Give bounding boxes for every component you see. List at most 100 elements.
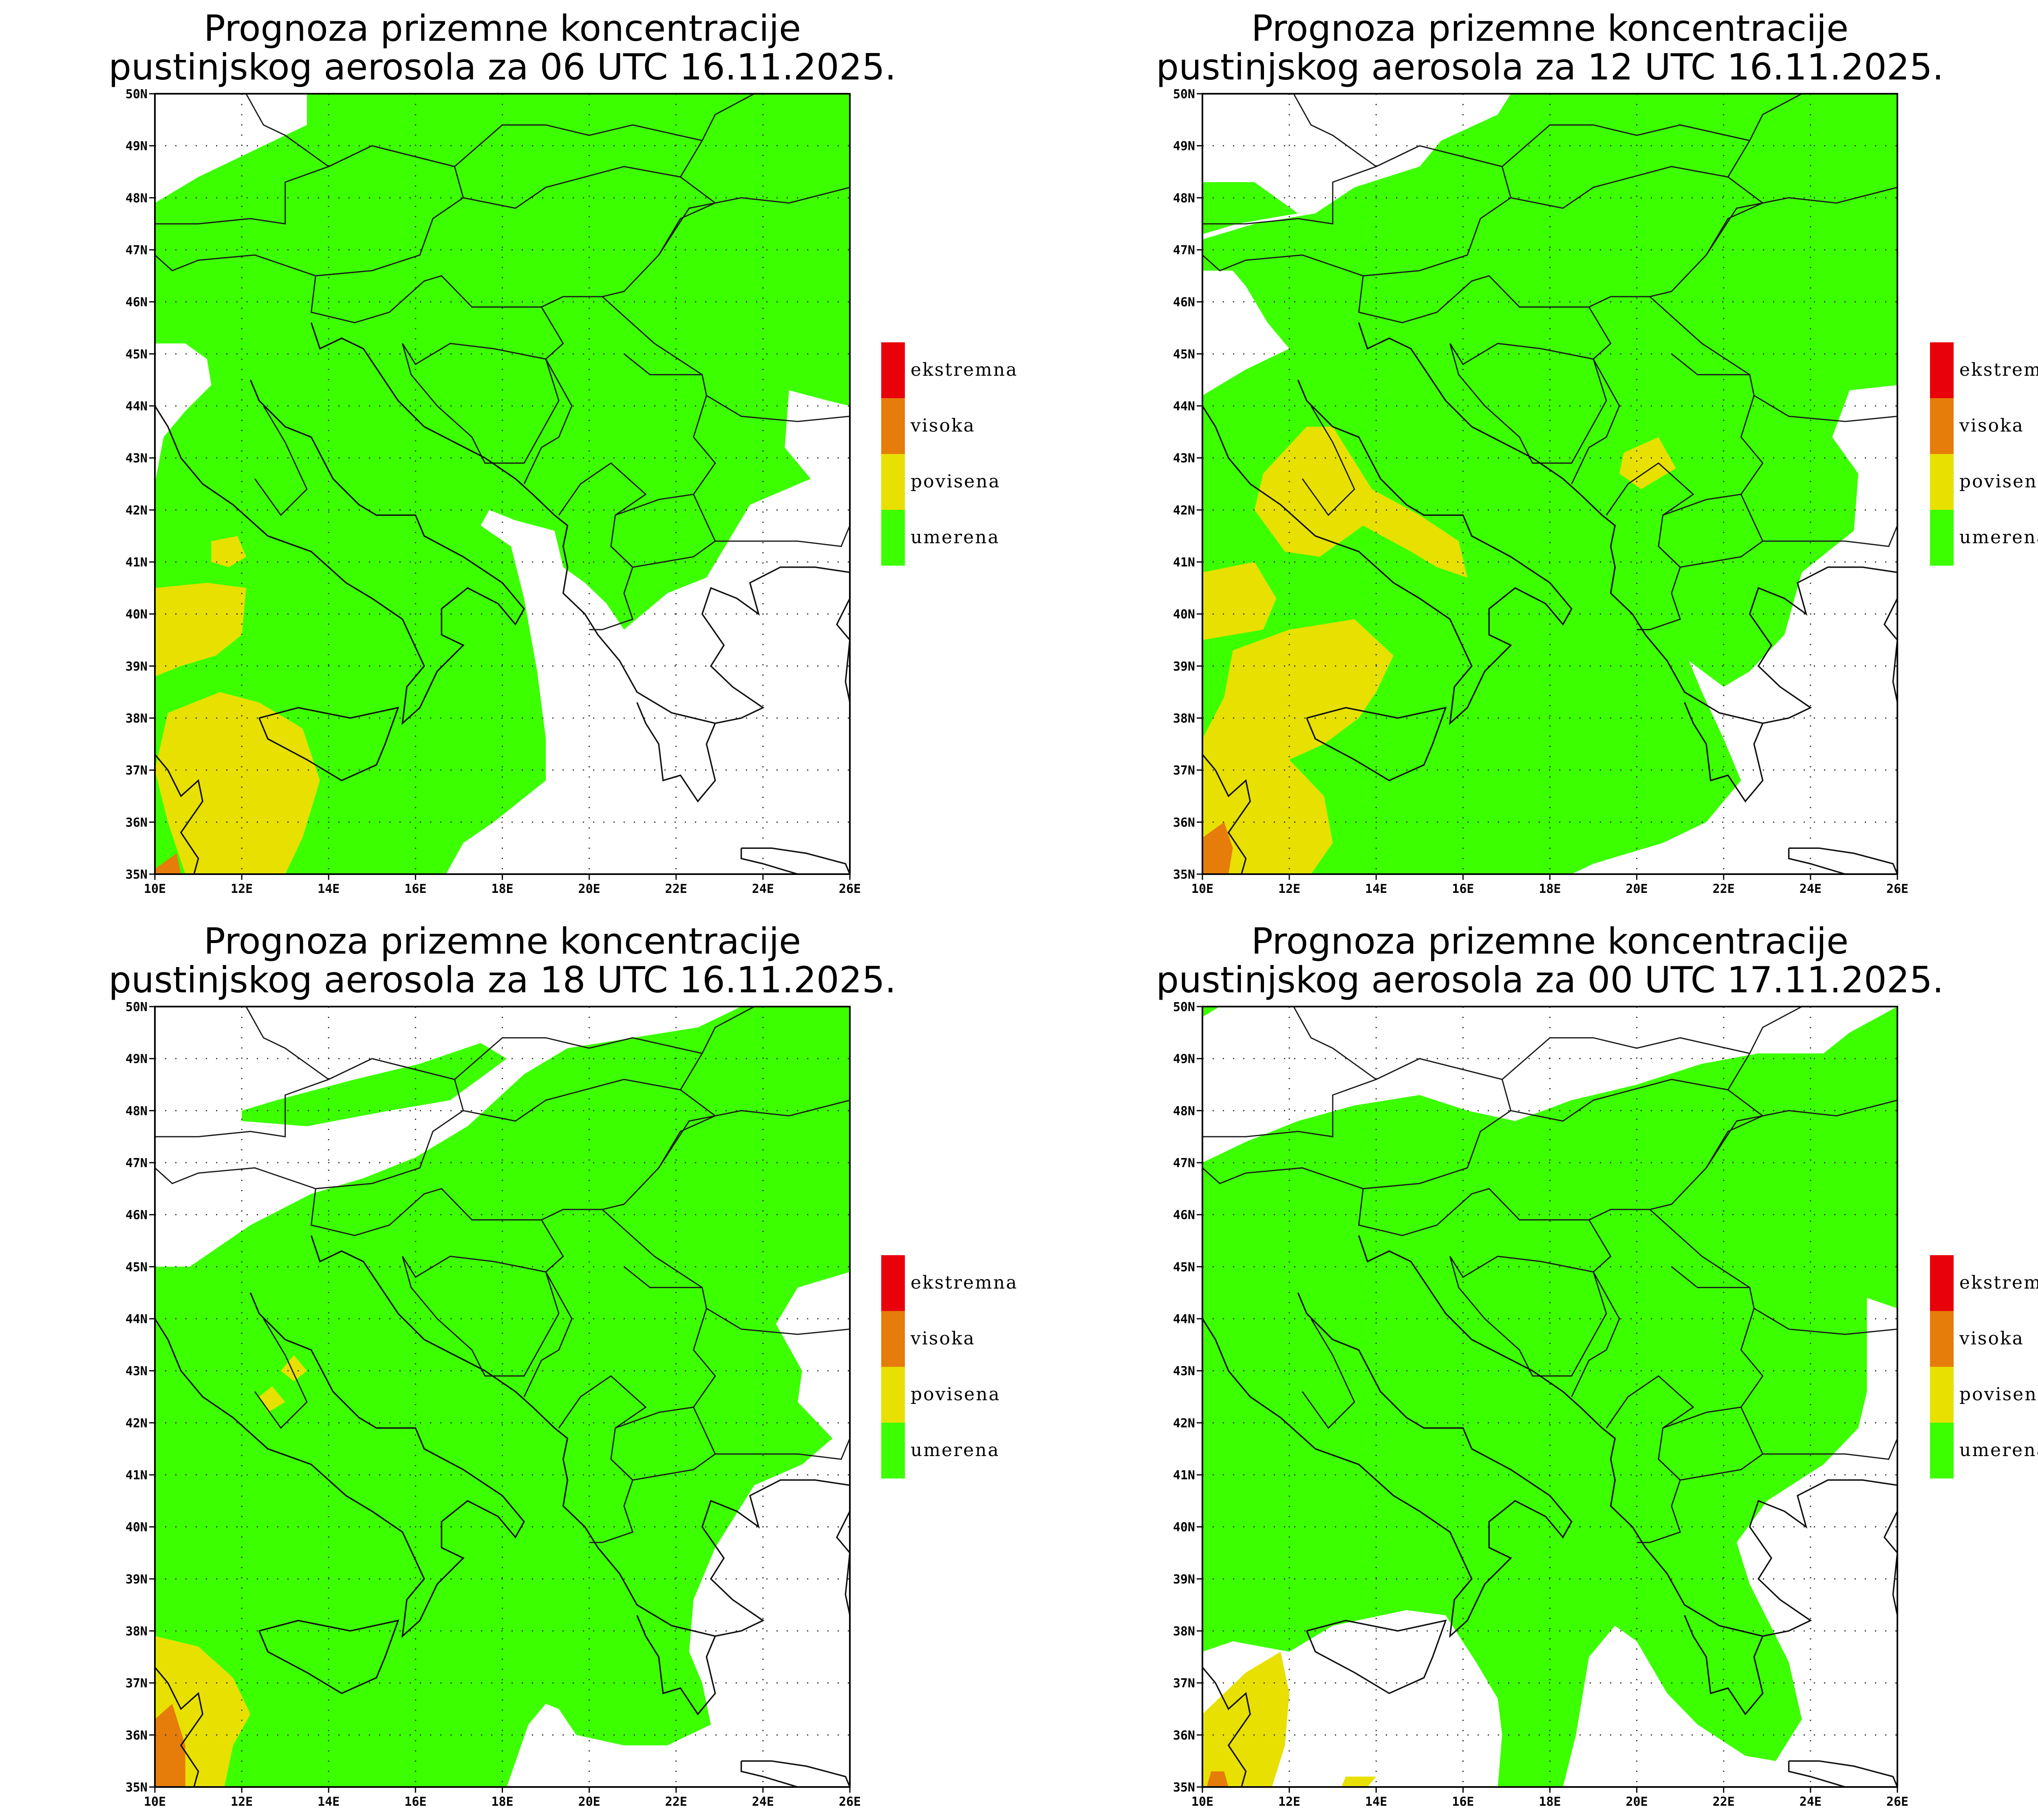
country-border <box>1753 395 1897 422</box>
country-border <box>623 1266 702 1288</box>
lat-tick-label: 36N <box>1173 1728 1195 1743</box>
legend-swatch <box>881 1367 905 1423</box>
lat-tick-label: 35N <box>1173 868 1195 882</box>
lon-tick-label: 14E <box>318 882 340 896</box>
country-border <box>245 94 329 167</box>
legend-swatch <box>1930 510 1954 566</box>
legend-label: umerena <box>911 527 1000 548</box>
lon-tick-label: 18E <box>491 1795 513 1809</box>
coastline <box>1202 1292 1573 1638</box>
lat-tick-label: 46N <box>126 295 148 310</box>
coastline <box>1788 847 1897 874</box>
country-border <box>254 1318 308 1429</box>
lon-tick-label: 26E <box>1886 1795 1908 1809</box>
lat-tick-label: 38N <box>126 712 148 726</box>
country-border <box>310 275 573 485</box>
country-border <box>310 1188 573 1397</box>
lon-tick-label: 16E <box>404 882 426 896</box>
lat-tick-label: 41N <box>1173 555 1195 570</box>
country-border <box>610 1453 716 1481</box>
legend-swatch <box>881 342 905 398</box>
legend-swatch <box>1930 1255 1954 1311</box>
lat-tick-label: 50N <box>1173 1000 1195 1014</box>
coastline <box>1883 1511 1897 1616</box>
lat-tick-label: 42N <box>1173 503 1195 518</box>
coastline <box>1202 1667 1251 1787</box>
legend-swatch <box>881 510 905 566</box>
lat-tick-label: 48N <box>126 1104 148 1118</box>
lon-tick-label: 22E <box>1713 1795 1735 1809</box>
lon-tick-label: 26E <box>839 882 861 896</box>
lon-tick-label: 18E <box>1539 882 1561 896</box>
lon-tick-label: 20E <box>578 1795 600 1809</box>
area-visoka <box>155 853 181 874</box>
country-border <box>589 296 716 630</box>
lat-tick-label: 42N <box>1173 1416 1195 1430</box>
legend-label: povisena <box>911 471 1001 492</box>
legend-label: umerena <box>1959 527 2038 548</box>
lon-tick-label: 20E <box>578 882 600 896</box>
panel-title-line2: pustinjskog aerosola za 12 UTC 16.11.202… <box>1156 46 1943 88</box>
panel-title-line1: Prognoza prizemne koncentracije <box>1251 920 1848 962</box>
country-border <box>1753 1308 1897 1335</box>
coastline <box>155 754 204 874</box>
lon-tick-label: 14E <box>318 1795 340 1809</box>
country-border <box>1449 1256 1607 1377</box>
lon-tick-label: 18E <box>1539 1795 1561 1809</box>
lon-tick-label: 20E <box>1626 1795 1648 1809</box>
country-border <box>610 540 716 568</box>
lon-tick-label: 12E <box>1278 1795 1300 1809</box>
country-border <box>1376 1037 1750 1080</box>
lon-tick-label: 10E <box>1191 882 1213 896</box>
lat-tick-label: 50N <box>126 1000 148 1014</box>
country-border <box>1705 187 1897 256</box>
panel-title-line2: pustinjskog aerosola za 00 UTC 17.11.202… <box>1156 959 1943 1001</box>
lon-tick-label: 24E <box>752 1795 774 1809</box>
coastline <box>1306 1619 1447 1694</box>
lat-tick-label: 47N <box>126 243 148 258</box>
country-border <box>328 124 703 167</box>
coastline <box>740 1760 850 1787</box>
coastline <box>1202 754 1251 874</box>
coastline <box>1306 707 1447 782</box>
country-border <box>680 94 755 178</box>
legend: ekstremna visoka povisena umerena <box>1930 342 2038 566</box>
country-border <box>1637 1209 1764 1543</box>
coastline <box>155 379 525 725</box>
lat-tick-label: 36N <box>1173 815 1195 830</box>
lat-tick-label: 37N <box>126 1677 148 1691</box>
coastline <box>740 847 850 874</box>
area-povisena <box>211 536 246 567</box>
country-border <box>1727 94 1802 178</box>
country-border <box>680 1007 755 1091</box>
coastline <box>701 1479 850 1637</box>
country-border <box>1705 1099 1897 1168</box>
legend-swatch <box>1930 454 1954 510</box>
legend-label: ekstremna <box>911 1272 1018 1293</box>
legend-label: ekstremna <box>1959 359 2038 380</box>
lat-tick-label: 43N <box>126 1364 148 1379</box>
country-border <box>558 1375 647 1429</box>
coastline <box>836 1511 850 1616</box>
country-border <box>1740 494 1897 547</box>
panel-title-line2: pustinjskog aerosola za 06 UTC 16.11.202… <box>108 46 896 88</box>
country-border <box>155 1058 464 1190</box>
area-visoka <box>1206 1771 1229 1787</box>
country-border <box>328 1037 703 1080</box>
coastline <box>1788 1760 1897 1787</box>
country-border <box>1606 462 1694 516</box>
lat-tick-label: 46N <box>126 1208 148 1223</box>
lon-tick-label: 26E <box>839 1795 861 1809</box>
lat-tick-label: 45N <box>1173 347 1195 361</box>
lat-tick-label: 44N <box>1173 399 1195 414</box>
lon-tick-label: 22E <box>665 1795 687 1809</box>
lon-tick-label: 16E <box>1452 882 1474 896</box>
lon-tick-label: 10E <box>144 882 166 896</box>
coastline <box>836 598 850 703</box>
panel-title-line1: Prognoza prizemne koncentracije <box>1251 7 1848 49</box>
legend: ekstremna visoka povisena umerena <box>881 1255 1018 1478</box>
lat-tick-label: 44N <box>126 1312 148 1326</box>
legend-swatch <box>881 454 905 510</box>
country-border <box>1301 1318 1355 1429</box>
